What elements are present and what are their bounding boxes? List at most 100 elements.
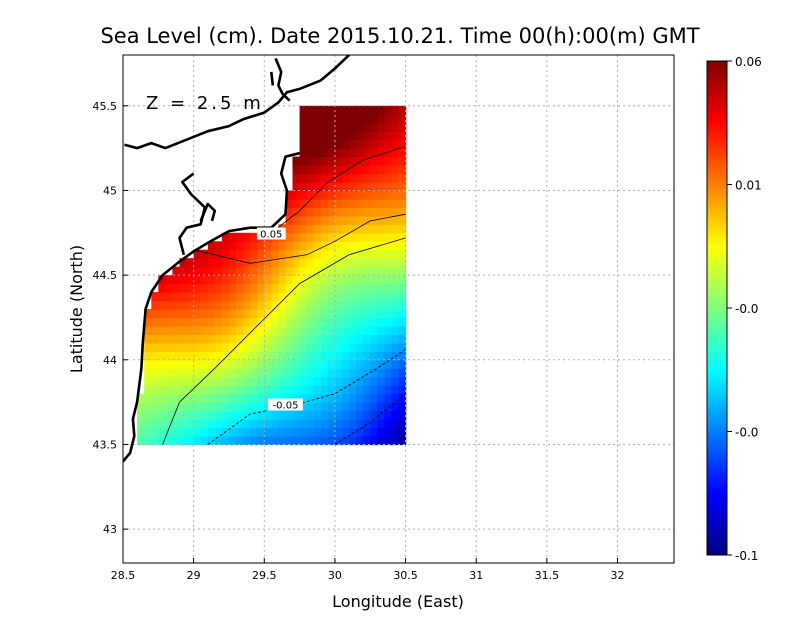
field-cell <box>306 173 315 183</box>
field-cell <box>320 139 329 149</box>
field-cell <box>327 258 336 268</box>
field-cell <box>349 317 357 327</box>
field-cell <box>200 427 209 437</box>
field-cell <box>200 325 209 335</box>
field-cell <box>236 393 244 403</box>
field-cell <box>363 342 371 352</box>
field-cell <box>292 258 301 268</box>
field-cell <box>356 419 364 429</box>
field-cell <box>229 325 237 335</box>
field-cell <box>250 283 258 293</box>
field-cell <box>285 266 294 276</box>
field-cell <box>377 215 385 225</box>
field-cell <box>271 436 279 446</box>
field-cell <box>377 139 385 149</box>
field-cell <box>334 131 343 141</box>
x-axis-ticks: 28.5 29 29.5 30 30.5 31 31.5 32 <box>111 558 624 582</box>
field-cell <box>327 342 336 352</box>
field-cell <box>193 359 202 369</box>
field-cell <box>320 359 329 369</box>
field-cell <box>327 317 336 327</box>
field-cell <box>264 436 272 446</box>
field-cell <box>356 402 364 412</box>
field-cell <box>200 275 209 285</box>
field-cell <box>370 224 378 234</box>
y-tick-label: 44.5 <box>93 269 118 282</box>
field-cell <box>243 300 251 310</box>
field-cell <box>370 283 378 293</box>
field-cell <box>207 283 216 293</box>
field-cell <box>285 342 294 352</box>
field-cell <box>306 232 315 242</box>
field-cell <box>370 393 378 403</box>
field-cell <box>320 258 329 268</box>
field-cell <box>243 351 251 361</box>
colorbar-tick-label: -0.1 <box>735 549 758 563</box>
field-cell <box>363 215 371 225</box>
field-cell <box>327 385 336 395</box>
field-cell <box>151 351 159 361</box>
field-cell <box>334 198 343 208</box>
field-cell <box>334 165 343 175</box>
field-cell <box>299 292 308 302</box>
x-axis-title: Longitude (East) <box>332 592 464 611</box>
field-cell <box>377 436 385 446</box>
field-cell <box>334 300 343 310</box>
field-cell <box>370 317 378 327</box>
field-cell <box>349 309 357 319</box>
field-cell <box>334 215 343 225</box>
field-cell <box>292 283 301 293</box>
field-cell <box>342 105 350 115</box>
field-cell <box>193 385 202 395</box>
field-cell <box>306 275 315 285</box>
field-cell <box>306 190 315 200</box>
field-cell <box>349 334 357 344</box>
field-cell <box>151 427 159 437</box>
field-cell <box>186 266 195 276</box>
field-cell <box>250 300 258 310</box>
field-cell <box>193 419 202 429</box>
field-cell <box>327 275 336 285</box>
field-cell <box>384 232 393 242</box>
field-cell <box>271 258 279 268</box>
field-cell <box>200 393 209 403</box>
field-cell <box>292 368 301 378</box>
field-cell <box>186 410 195 420</box>
field-cell <box>327 359 336 369</box>
field-cell <box>285 190 294 200</box>
field-cell <box>285 317 294 327</box>
field-cell <box>320 410 329 420</box>
field-cell <box>299 182 308 192</box>
field-cell <box>384 198 393 208</box>
field-cell <box>398 309 407 319</box>
field-cell <box>342 292 350 302</box>
field-cell <box>221 266 230 276</box>
field-cell <box>236 436 244 446</box>
field-cell <box>299 342 308 352</box>
field-cell <box>264 266 272 276</box>
field-cell <box>250 232 258 242</box>
field-cell <box>356 410 364 420</box>
field-cell <box>327 427 336 437</box>
field-cell <box>391 410 400 420</box>
field-cell <box>363 241 371 251</box>
field-cell <box>320 300 329 310</box>
field-cell <box>264 368 272 378</box>
field-cell <box>285 232 294 242</box>
field-cell <box>172 309 181 319</box>
field-cell <box>356 139 364 149</box>
field-cell <box>398 148 407 158</box>
field-cell <box>278 325 287 335</box>
field-cell <box>207 368 216 378</box>
field-cell <box>313 351 322 361</box>
field-cell <box>313 165 322 175</box>
y-tick-label: 45 <box>103 184 117 197</box>
field-cell <box>377 393 385 403</box>
field-cell <box>349 105 357 115</box>
field-cell <box>250 351 258 361</box>
field-cell <box>363 114 371 124</box>
field-cell <box>342 139 350 149</box>
field-cell <box>363 385 371 395</box>
field-cell <box>193 402 202 412</box>
field-cell <box>342 309 350 319</box>
